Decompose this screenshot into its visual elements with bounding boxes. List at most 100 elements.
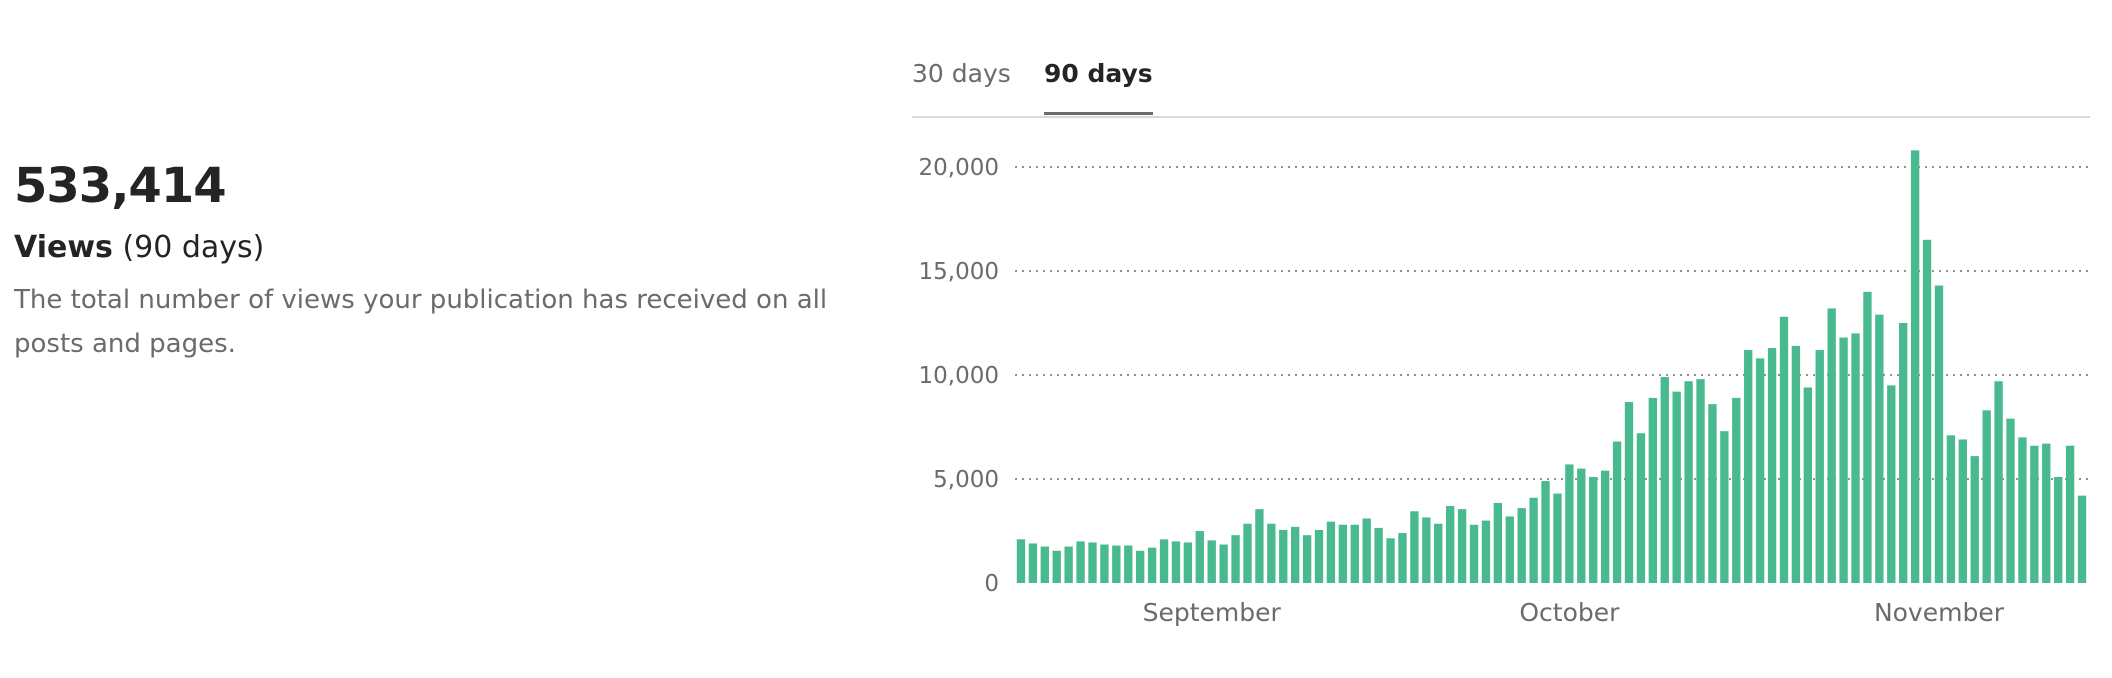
bar[interactable]: [1744, 350, 1753, 583]
bar[interactable]: [1338, 524, 1348, 583]
bar[interactable]: [1815, 350, 1824, 583]
bar[interactable]: [1136, 550, 1145, 583]
bar[interactable]: [1350, 524, 1359, 583]
bar[interactable]: [1040, 546, 1049, 583]
bar[interactable]: [1994, 381, 2003, 583]
bar[interactable]: [1493, 502, 1503, 583]
bar[interactable]: [1112, 545, 1121, 583]
bar[interactable]: [1946, 435, 1956, 583]
bar[interactable]: [1732, 397, 1741, 583]
bar[interactable]: [1267, 523, 1276, 583]
bar[interactable]: [1791, 345, 1801, 583]
bar[interactable]: [1982, 410, 1991, 583]
bar[interactable]: [1589, 476, 1598, 583]
bar[interactable]: [1362, 518, 1371, 583]
bar[interactable]: [1612, 441, 1622, 583]
bar[interactable]: [1445, 506, 1455, 583]
bar[interactable]: [1684, 381, 1693, 583]
bar[interactable]: [1469, 524, 1479, 583]
bar[interactable]: [1374, 527, 1383, 583]
bar[interactable]: [1207, 540, 1216, 583]
bar[interactable]: [1255, 509, 1264, 583]
bar[interactable]: [1302, 535, 1312, 583]
bar[interactable]: [1910, 150, 1920, 584]
bar[interactable]: [1457, 509, 1467, 583]
bar[interactable]: [2065, 445, 2075, 583]
bar[interactable]: [1660, 377, 1669, 583]
bar[interactable]: [1434, 523, 1443, 583]
y-tick-label: 10,000: [919, 363, 999, 389]
bar[interactable]: [2006, 418, 2015, 583]
bar[interactable]: [1279, 529, 1288, 583]
bar[interactable]: [1553, 493, 1562, 583]
bar[interactable]: [1708, 404, 1717, 583]
bar[interactable]: [1529, 497, 1538, 583]
bar[interactable]: [1052, 550, 1061, 583]
bar[interactable]: [1290, 526, 1300, 583]
bar[interactable]: [1398, 533, 1407, 583]
bar[interactable]: [1481, 520, 1491, 583]
bar[interactable]: [1839, 337, 1848, 583]
bar[interactable]: [1231, 535, 1240, 583]
bar[interactable]: [1899, 323, 1908, 583]
bar[interactable]: [1696, 379, 1705, 583]
bar[interactable]: [1147, 547, 1157, 583]
bar[interactable]: [1159, 539, 1169, 583]
bar[interactable]: [1219, 544, 1228, 583]
bar[interactable]: [1803, 387, 1813, 583]
y-tick-label: 15,000: [919, 259, 999, 285]
bar[interactable]: [1541, 481, 1550, 583]
bar[interactable]: [1577, 468, 1586, 583]
bar[interactable]: [1600, 470, 1610, 583]
metric-period: (90 days): [122, 230, 265, 265]
bar[interactable]: [1386, 538, 1395, 583]
bar[interactable]: [1088, 542, 1097, 583]
bar[interactable]: [1124, 545, 1133, 583]
bar[interactable]: [1076, 541, 1085, 583]
bar[interactable]: [1851, 333, 1860, 583]
bar[interactable]: [1243, 523, 1252, 583]
bar[interactable]: [1314, 529, 1324, 583]
bar[interactable]: [1517, 508, 1526, 583]
bar[interactable]: [1875, 314, 1884, 583]
bar[interactable]: [2030, 445, 2039, 583]
bar[interactable]: [1326, 521, 1336, 583]
views-bar-chart: 0 5,000 10,000 15,000 20,000 September October…: [919, 150, 2088, 627]
tab-90-days[interactable]: 90 days: [1044, 56, 1153, 115]
bar[interactable]: [1195, 531, 1204, 583]
bar[interactable]: [1863, 291, 1872, 583]
bar[interactable]: [1648, 397, 1658, 583]
bar[interactable]: [1624, 402, 1634, 583]
bar[interactable]: [1100, 544, 1109, 583]
bar[interactable]: [1064, 546, 1073, 583]
bar[interactable]: [1636, 433, 1646, 583]
total-views-value: 533,414: [14, 158, 227, 214]
bar[interactable]: [1887, 385, 1896, 583]
bar[interactable]: [1028, 543, 1038, 583]
bar[interactable]: [1779, 316, 1789, 583]
bar[interactable]: [1958, 439, 1967, 583]
y-tick-label: 5,000: [933, 467, 999, 493]
bar[interactable]: [1505, 516, 1514, 583]
bar[interactable]: [2042, 443, 2051, 583]
metric-heading: Views (90 days): [14, 228, 834, 268]
tab-30-days[interactable]: 30 days: [912, 59, 1011, 88]
bar[interactable]: [1922, 239, 1932, 584]
bar[interactable]: [1767, 347, 1777, 583]
bar[interactable]: [1422, 517, 1431, 583]
bar[interactable]: [1720, 431, 1729, 583]
bar[interactable]: [2018, 437, 2027, 583]
bar[interactable]: [1934, 285, 1944, 583]
bar[interactable]: [1970, 456, 1979, 583]
summary-panel: 533,414 Views (90 days) The total number…: [14, 158, 834, 366]
bar[interactable]: [1410, 511, 1419, 583]
bar[interactable]: [1672, 391, 1681, 583]
bar[interactable]: [1755, 358, 1765, 583]
bar[interactable]: [1565, 464, 1574, 583]
bar[interactable]: [2054, 476, 2063, 583]
bar[interactable]: [2077, 495, 2087, 583]
bar[interactable]: [1171, 541, 1181, 583]
bar[interactable]: [1016, 539, 1026, 583]
bar[interactable]: [1827, 308, 1836, 583]
bar[interactable]: [1183, 542, 1193, 583]
